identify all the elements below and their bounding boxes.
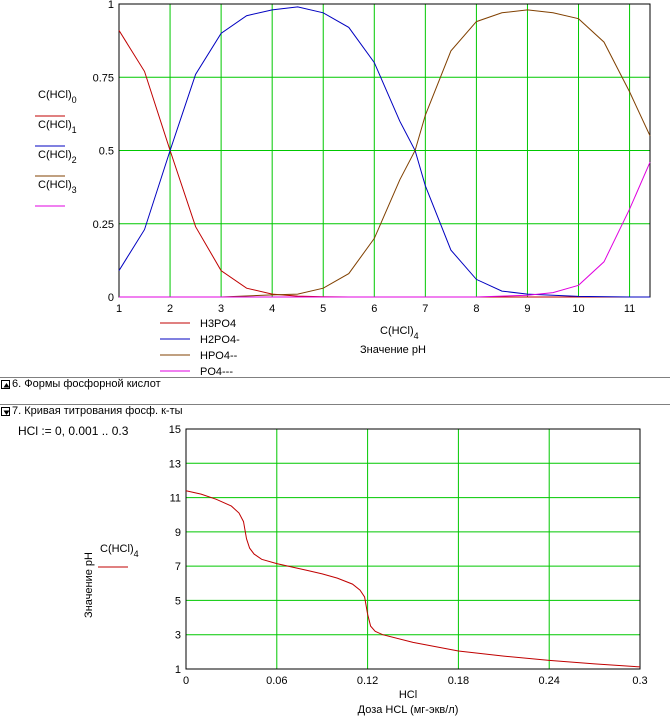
c1-xtick-5: 6: [371, 303, 377, 315]
c1-xtick-2: 3: [218, 303, 224, 315]
c2-ytick-7: 15: [169, 424, 181, 436]
chart1-tick-labels: 1 2 3 4 5 6 7 8 9 10 11 0 0.25 0.5 0.75 1: [93, 0, 636, 315]
chart2-xlabel-variable: HCl: [399, 689, 417, 701]
c2-xtick-4: 0.24: [538, 675, 559, 687]
c2-ytick-3: 7: [175, 561, 181, 573]
c1-xtick-0: 1: [116, 303, 122, 315]
c1-xtick-1: 2: [167, 303, 173, 315]
chart2-series: [185, 490, 641, 668]
chart2-ylabel: Значение рН: [83, 552, 95, 618]
c2-ytick-6: 13: [169, 458, 181, 470]
range-definition[interactable]: HCl := 0, 0.001 .. 0.3: [18, 424, 129, 438]
c1-series-line-2: [119, 9, 651, 298]
c2-xtick-0: 0: [183, 675, 189, 687]
c2-xtick-5: 0.3: [632, 675, 647, 687]
chart1-gridlines: [119, 4, 650, 297]
c2-ytick-4: 9: [175, 527, 181, 539]
chart1-yvar-3: C(HCl)3: [38, 179, 77, 195]
c2-ytick-5: 11: [170, 493, 181, 505]
region-7-title: 7. Кривая титрования фосф. к-ты: [12, 405, 183, 417]
c1-ytick-3: 0.75: [93, 72, 114, 84]
chart1-legend: H3PO4 H2PO4- HPO4-- PO4---: [160, 318, 240, 378]
c2-ytick-1: 3: [175, 630, 181, 642]
chart2-plot-frame: [185, 428, 641, 670]
collapse-arrow-up-icon[interactable]: [1, 380, 10, 389]
region-6-title: 6. Формы фосфорной кислот: [12, 378, 161, 390]
c1-xtick-7: 8: [473, 303, 479, 315]
chart1-yvar-2: C(HCl)2: [38, 149, 77, 165]
chart2-gridlines: [186, 429, 640, 669]
region-bar-7: 7. Кривая титрования фосф. к-ты: [0, 404, 670, 419]
chart1-xlabel: Значение рН: [360, 344, 426, 356]
c2-ytick-2: 5: [175, 595, 181, 607]
c2-series-line-0: [185, 490, 641, 668]
c1-ytick-4: 1: [108, 0, 114, 11]
chart2-legend-variable: C(HCl)4: [100, 543, 139, 559]
chart1-xlabel-variable: C(HCl)4: [380, 325, 419, 341]
c1-xtick-8: 9: [524, 303, 530, 315]
c2-xtick-2: 0.12: [357, 675, 378, 687]
c1-series-line-0: [118, 30, 650, 298]
chart1-yvar-0: C(HCl)0: [38, 89, 77, 105]
c2-xtick-1: 0.06: [266, 675, 287, 687]
expand-arrow-down-icon[interactable]: [1, 407, 10, 416]
c1-series-line-1: [118, 6, 650, 298]
c1-xtick-9: 10: [572, 303, 584, 315]
c1-xtick-10: 11: [624, 303, 635, 315]
chart1-series: [118, 6, 651, 298]
chart1-legend-label-3: PO4---: [200, 366, 233, 378]
c1-series-line-3: [119, 162, 651, 298]
chart1-legend-label-2: HPO4--: [200, 350, 238, 362]
region-bar-6: 6. Формы фосфорной кислот: [0, 377, 670, 392]
chart1-legend-label-1: H2PO4-: [200, 334, 240, 346]
c2-ytick-0: 1: [175, 664, 181, 676]
c1-ytick-1: 0.25: [93, 219, 114, 231]
c1-ytick-0: 0: [108, 292, 114, 304]
chart2-xlabel: Доза HCL (мг-экв/л): [358, 704, 459, 716]
c1-xtick-4: 5: [320, 303, 326, 315]
c2-xtick-3: 0.18: [448, 675, 469, 687]
c1-ytick-2: 0.5: [99, 146, 114, 158]
chart1-y-axis-variables: C(HCl)0 C(HCl)1 C(HCl)2 C(HCl)3: [35, 89, 77, 207]
chart1-yvar-1: C(HCl)1: [38, 119, 77, 135]
c1-xtick-6: 7: [422, 303, 428, 315]
chart1-legend-label-0: H3PO4: [200, 318, 236, 330]
c1-xtick-3: 4: [269, 303, 275, 315]
